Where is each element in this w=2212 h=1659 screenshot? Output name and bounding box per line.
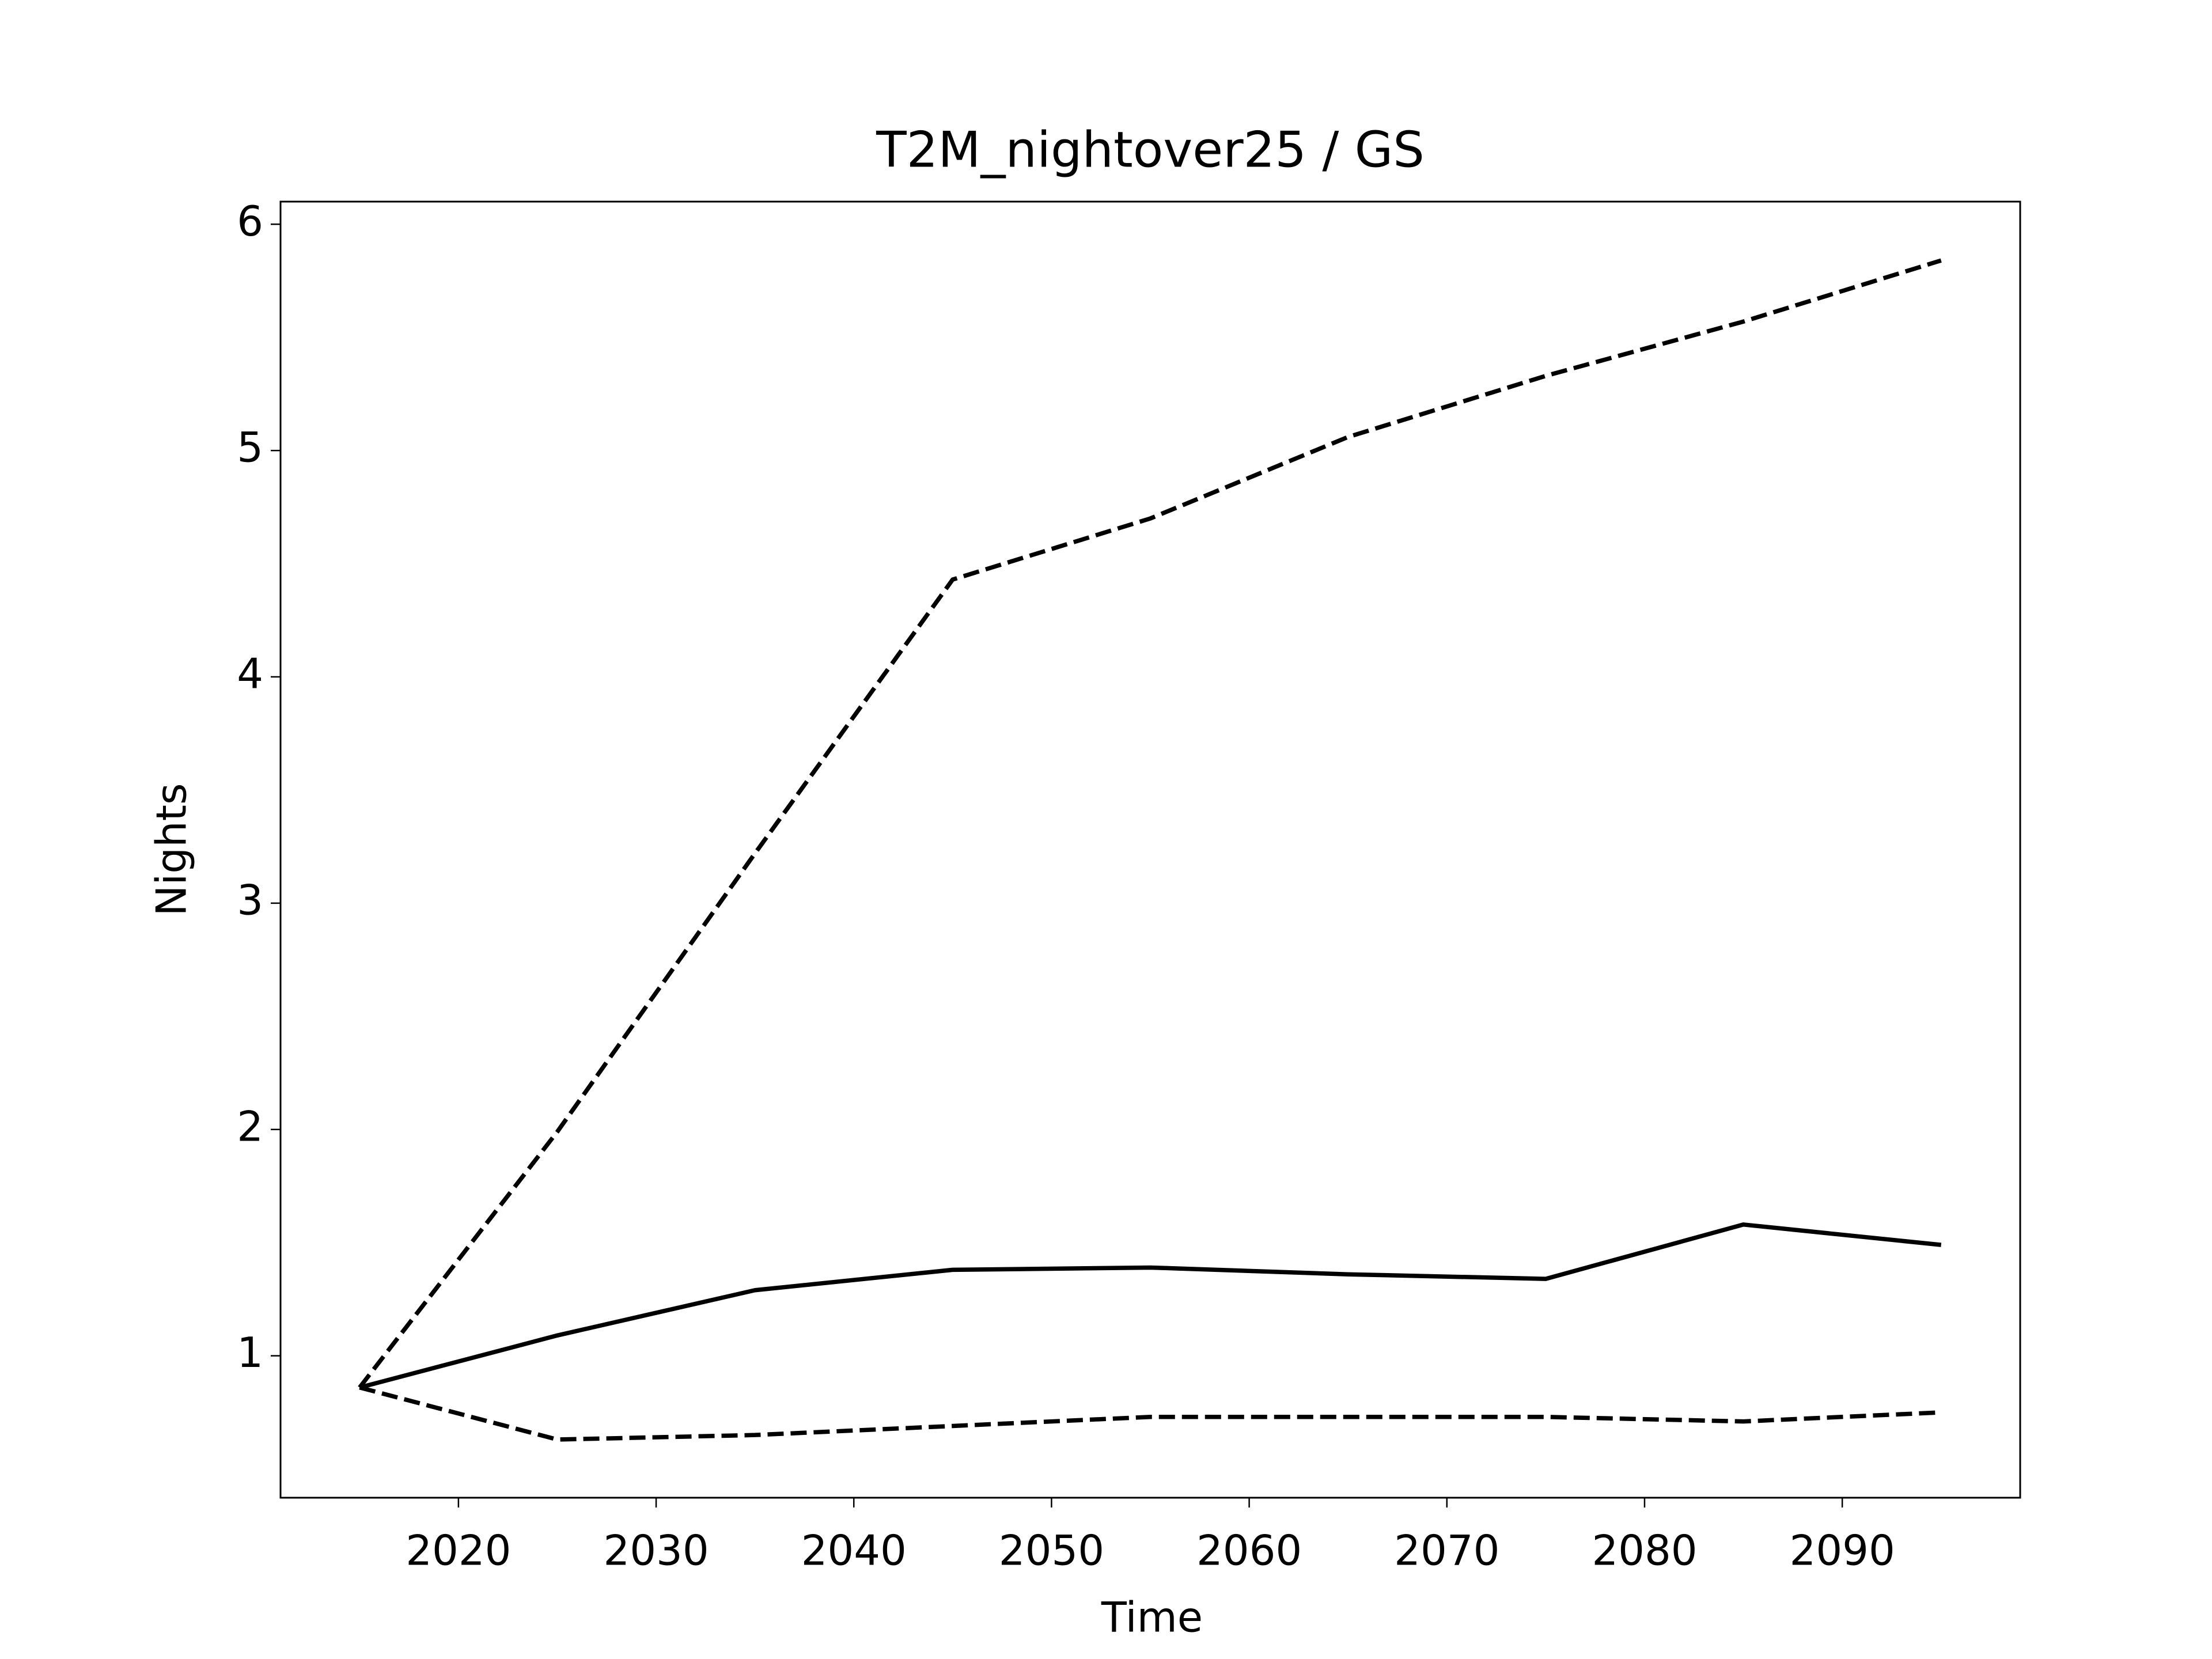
x-tick-label: 2060 [1196,1527,1302,1575]
y-tick-label: 6 [237,197,263,245]
x-tick-label: 2070 [1394,1527,1499,1575]
y-tick-label: 2 [237,1102,263,1150]
y-tick-label: 3 [237,876,263,924]
y-tick-label: 4 [237,650,263,698]
x-tick-label: 2090 [1790,1527,1895,1575]
y-axis-label: Nights [147,783,196,916]
x-tick-label: 2020 [406,1527,511,1575]
series-line [359,1222,1942,1390]
y-tick-label: 1 [237,1328,263,1377]
y-tick-label: 5 [237,423,263,472]
x-tick-label: 2080 [1592,1527,1697,1575]
x-tick-label: 2040 [801,1527,907,1575]
x-axis-label: Time [1101,1593,1203,1642]
x-tick-label: 2050 [999,1527,1104,1575]
series-line [358,258,1942,1389]
chart-title: T2M_nightover25 / GS [876,121,1425,179]
x-tick-label: 2030 [603,1527,709,1575]
plot-frame [279,200,2021,1499]
series-line [359,1385,1941,1442]
